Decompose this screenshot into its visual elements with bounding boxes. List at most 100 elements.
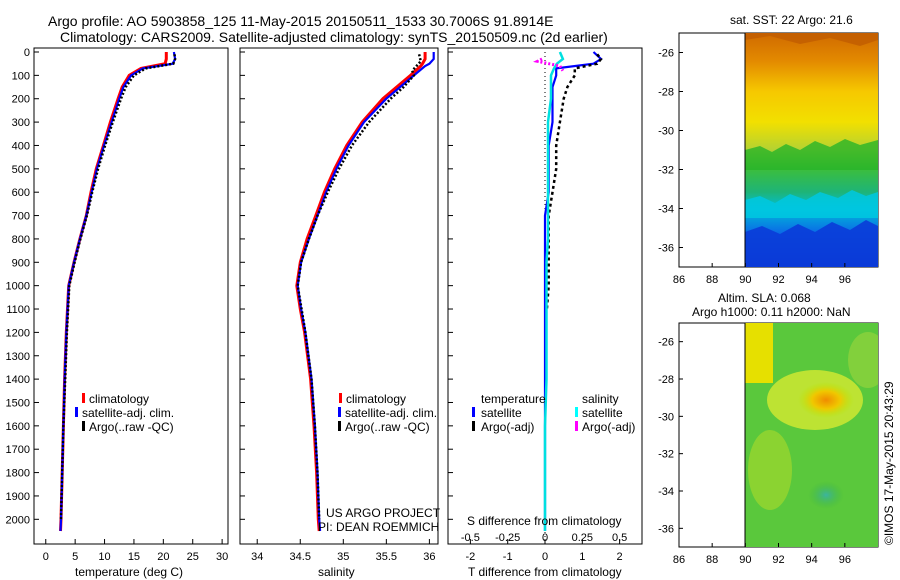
series-line-salinity-satellite xyxy=(543,51,565,531)
depth-tick-label: 1600 xyxy=(6,421,30,433)
project-name: US ARGO PROJECT xyxy=(326,506,441,520)
title-line-1: Argo profile: AO 5903858_125 11-May-2015… xyxy=(48,13,553,29)
x-tick-label: 34.5 xyxy=(290,551,311,563)
map-y-tick-label: -30 xyxy=(658,126,674,138)
x-tick-label: 1 xyxy=(579,551,585,563)
temperature-plot: 0 5 10 15 20 25 30 xyxy=(43,51,228,563)
x2-tick-label: 0 xyxy=(542,532,548,544)
sla-light-area-3 xyxy=(748,430,792,510)
x2-tick-label: 0.25 xyxy=(572,532,593,544)
x-tick-label: 30 xyxy=(216,551,228,563)
salinity-axis-label: salinity xyxy=(318,565,355,579)
x2-tick-label: -0.25 xyxy=(495,532,520,544)
sst-dark-orange-band xyxy=(745,33,878,46)
legend-title-salinity: salinity xyxy=(582,392,619,406)
map-y-tick-label: -34 xyxy=(658,204,674,216)
legend-label-s-argo: Argo(-adj) xyxy=(582,420,635,434)
depth-tick-label: 1500 xyxy=(6,397,30,409)
depth-tick-label: 800 xyxy=(12,234,30,246)
salinity-plot: 34 34.5 35 35.5 36 xyxy=(251,52,436,563)
x-tick-label: 25 xyxy=(187,551,199,563)
series-line-temperature-satellite xyxy=(543,51,603,531)
map-x-tick-label: 94 xyxy=(806,554,818,566)
depth-tick-label: 700 xyxy=(12,211,30,223)
salinity-legend: climatology satellite-adj. clim. Argo(..… xyxy=(338,392,437,434)
map-x-tick-label: 92 xyxy=(772,554,784,566)
depth-tick-label: 1100 xyxy=(6,304,30,316)
depth-tick-label: 600 xyxy=(12,187,30,199)
map-x-tick-label: 94 xyxy=(806,274,818,286)
x-tick-label: 0 xyxy=(542,551,548,563)
depth-tick-label: 1400 xyxy=(6,374,30,386)
project-pi: PI: DEAN ROEMMICH xyxy=(318,520,439,534)
map-x-tick-label: 96 xyxy=(839,554,851,566)
depth-axis: 0 100 200 300 400 500 600 700 800 900 1000 1100 1200… xyxy=(6,47,453,526)
legend-marker-satellite xyxy=(75,407,78,417)
map-y-tick-label: -32 xyxy=(658,165,674,177)
depth-tick-label: 1000 xyxy=(6,281,30,293)
legend-label-satellite: satellite-adj. clim. xyxy=(345,406,437,420)
legend-label-t-satellite: satellite xyxy=(481,406,522,420)
x-tick-label: 15 xyxy=(128,551,140,563)
map-x-tick-label: 88 xyxy=(706,554,718,566)
sst-cyan-band xyxy=(745,190,878,218)
depth-tick-label: 0 xyxy=(24,47,30,59)
map-x-tick-label: 88 xyxy=(706,274,718,286)
sla-map-field xyxy=(745,323,878,547)
sla-cool-spot xyxy=(808,481,844,509)
sla-map-title-line-2: Argo h1000: 0.11 h2000: NaN xyxy=(692,305,851,319)
legend-marker-s-satellite xyxy=(575,407,578,417)
depth-tick-label: 2000 xyxy=(6,514,30,526)
x-tick-label: -1 xyxy=(503,551,513,563)
sst-map-field xyxy=(745,33,878,267)
sst-green-band xyxy=(745,139,878,170)
depth-tick-label: 300 xyxy=(12,117,30,129)
depth-tick-label: 400 xyxy=(12,140,30,152)
legend-marker-argo xyxy=(338,421,341,431)
sla-hot-spot xyxy=(798,382,854,418)
legend-marker-s-argo xyxy=(575,421,578,431)
series-line-satellite-adj-clim- xyxy=(59,51,177,532)
temperature-axis-label: temperature (deg C) xyxy=(75,565,183,579)
legend-label-satellite: satellite-adj. clim. xyxy=(82,406,174,420)
salinity-panel-frame xyxy=(239,47,439,545)
map-y-tick-label: -36 xyxy=(658,523,674,535)
depth-tick-label: 1200 xyxy=(6,327,30,339)
series-line-argo-raw-qc- xyxy=(59,54,177,520)
depth-tick-label: 900 xyxy=(12,257,30,269)
x-tick-label: 0 xyxy=(43,551,49,563)
title-line-2: Climatology: CARS2009. Satellite-adjuste… xyxy=(60,29,608,45)
depth-tick-label: 500 xyxy=(12,164,30,176)
sla-yellow-corner xyxy=(745,323,773,383)
x2-tick-label: -0.5 xyxy=(461,532,480,544)
legend-label-s-satellite: satellite xyxy=(582,406,623,420)
legend-label-argo: Argo(..raw -QC) xyxy=(345,420,430,434)
difference-plot: -2 -1 0 1 2 -0.5 -0.25 0 0.25 0.5 xyxy=(461,51,627,563)
x-tick-label: 35 xyxy=(337,551,349,563)
depth-tick-label: 200 xyxy=(12,94,30,106)
x-tick-label: -2 xyxy=(465,551,475,563)
series-line-satellite-adj-clim- xyxy=(296,52,435,532)
temperature-panel-frame xyxy=(33,47,229,545)
map-y-tick-label: -28 xyxy=(658,374,674,386)
x-tick-label: 10 xyxy=(98,551,110,563)
x-tick-label: 34 xyxy=(251,551,263,563)
legend-marker-t-satellite xyxy=(472,407,475,417)
legend-label-t-argo: Argo(-adj) xyxy=(481,420,534,434)
legend-marker-climatology xyxy=(82,393,85,403)
x-tick-label: 20 xyxy=(157,551,169,563)
depth-tick-label: 100 xyxy=(12,70,30,82)
sla-map-title-line-1: Altim. SLA: 0.068 xyxy=(718,291,811,305)
map-y-tick-label: -26 xyxy=(658,48,674,60)
t-difference-axis-label: T difference from climatology xyxy=(468,565,622,579)
s-difference-axis-label: S difference from climatology xyxy=(467,514,622,528)
map-x-tick-label: 90 xyxy=(739,274,751,286)
map-y-tick-label: -28 xyxy=(658,87,674,99)
legend-label-argo: Argo(..raw -QC) xyxy=(89,420,174,434)
depth-tick-label: 1700 xyxy=(6,444,30,456)
legend-marker-climatology xyxy=(339,393,342,403)
map-x-tick-label: 86 xyxy=(673,274,685,286)
x-tick-label: 2 xyxy=(617,551,623,563)
sst-map-axes: 86 88 90 92 94 96 -26 -28 -30 -32 -34 -36 xyxy=(658,48,851,287)
